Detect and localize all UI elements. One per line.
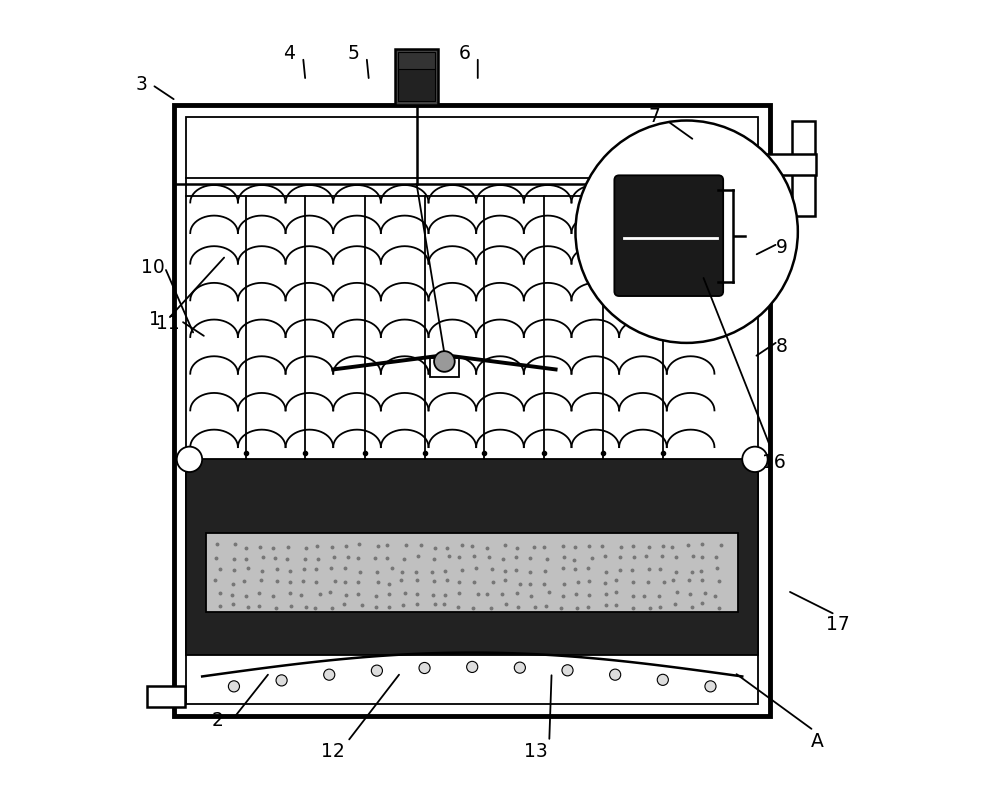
Circle shape xyxy=(575,120,798,343)
Circle shape xyxy=(657,674,668,685)
Text: A: A xyxy=(811,732,824,751)
Circle shape xyxy=(467,662,478,673)
Bar xyxy=(398,52,435,69)
Bar xyxy=(206,532,738,612)
Circle shape xyxy=(419,662,430,673)
Text: 1: 1 xyxy=(149,309,160,328)
Text: 6: 6 xyxy=(458,44,470,62)
Circle shape xyxy=(434,351,455,372)
Bar xyxy=(766,154,816,175)
Text: 7: 7 xyxy=(649,107,661,126)
Text: 2: 2 xyxy=(212,711,224,730)
Text: 4: 4 xyxy=(284,44,296,62)
Text: 12: 12 xyxy=(321,743,345,761)
Circle shape xyxy=(177,446,202,472)
Bar xyxy=(186,459,758,655)
Text: 13: 13 xyxy=(524,743,548,761)
Text: 17: 17 xyxy=(826,615,849,634)
Bar xyxy=(147,686,185,707)
Bar xyxy=(174,104,770,717)
Circle shape xyxy=(228,681,239,692)
Circle shape xyxy=(371,665,382,676)
Text: 16: 16 xyxy=(762,453,786,472)
Circle shape xyxy=(610,669,621,681)
Bar xyxy=(398,68,435,101)
Bar xyxy=(186,116,758,705)
Circle shape xyxy=(276,675,287,686)
Text: 9: 9 xyxy=(776,238,788,257)
Circle shape xyxy=(742,446,768,472)
Text: 3: 3 xyxy=(135,75,147,94)
Bar xyxy=(792,120,815,216)
Text: 11: 11 xyxy=(156,313,180,332)
Circle shape xyxy=(514,662,525,673)
Circle shape xyxy=(562,665,573,676)
Text: 5: 5 xyxy=(347,44,359,62)
Bar xyxy=(395,49,438,104)
FancyBboxPatch shape xyxy=(614,175,723,296)
Text: 8: 8 xyxy=(776,337,788,356)
Text: 10: 10 xyxy=(141,258,165,277)
Circle shape xyxy=(324,669,335,681)
Circle shape xyxy=(705,681,716,692)
Bar xyxy=(430,358,459,377)
